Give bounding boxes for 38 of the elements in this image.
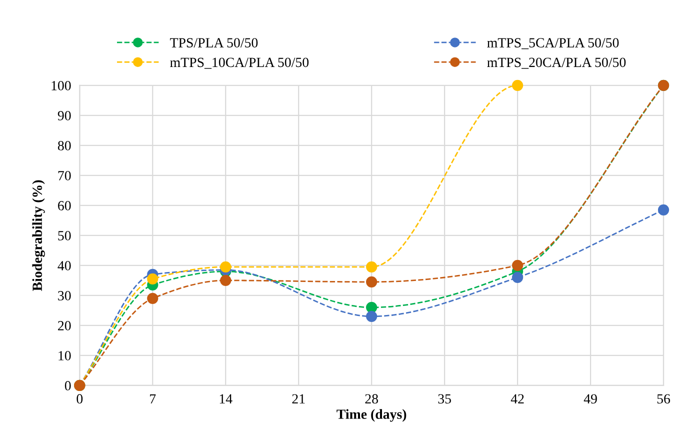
x-tick-label: 21: [292, 394, 305, 404]
point: [366, 302, 378, 313]
y-tick-label: 0: [64, 381, 71, 390]
x-tick-label: 35: [438, 394, 451, 404]
y-tick-label: 10: [58, 351, 71, 360]
point: [147, 273, 158, 284]
point: [366, 261, 378, 272]
legend-label: mTPS_5CA/PLA 50/50: [487, 38, 619, 50]
x-axis-title: Time (days): [336, 409, 406, 422]
point: [512, 260, 524, 271]
y-tick-label: 100: [52, 80, 71, 90]
point: [512, 80, 524, 91]
point: [147, 292, 158, 304]
y-tick-label: 90: [58, 110, 71, 120]
y-tick-label: 20: [58, 321, 71, 330]
y-tick-label: 70: [58, 171, 71, 180]
legend-label: mTPS_10CA/PLA 50/50: [170, 58, 309, 69]
legend-label: mTPS_20CA/PLA 50/50: [487, 58, 626, 69]
point: [220, 274, 232, 286]
y-tick-label: 30: [58, 291, 71, 300]
x-tick-label: 42: [510, 394, 524, 404]
point: [220, 261, 232, 272]
point: [512, 272, 524, 283]
y-tick-label: 40: [58, 261, 71, 270]
x-tick-label: 56: [657, 394, 670, 404]
x-tick-label: 49: [584, 394, 597, 404]
y-tick-label: 50: [58, 231, 71, 240]
legend-label: TPS/PLA 50/50: [170, 38, 258, 48]
y-tick-label: 60: [58, 201, 71, 210]
point: [366, 276, 378, 288]
point: [366, 310, 378, 322]
y-tick-label: 80: [58, 141, 71, 150]
x-tick-label: 0: [76, 394, 83, 404]
point: [658, 204, 670, 216]
x-tick-label: 14: [220, 394, 232, 404]
x-tick-label: 7: [150, 394, 156, 404]
x-tick-label: 28: [365, 394, 378, 404]
y-axis-title: Biodegrability (%): [32, 180, 45, 291]
